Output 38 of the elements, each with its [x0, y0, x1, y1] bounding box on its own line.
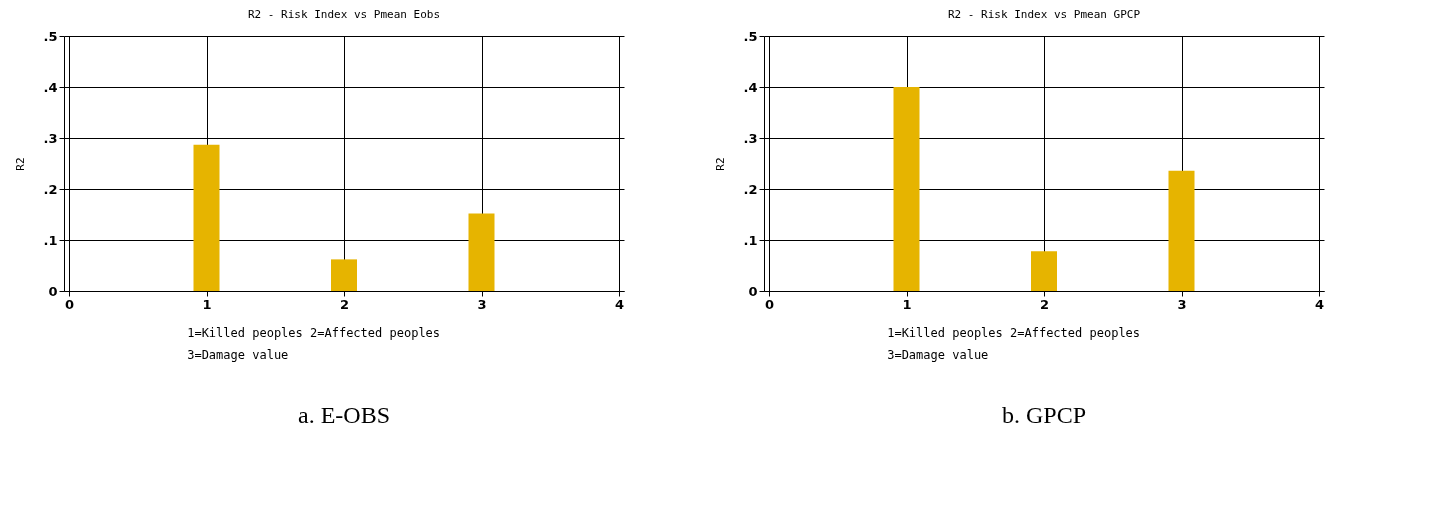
- x-tick-label: 3: [477, 296, 487, 312]
- y-tick-label: .2: [43, 181, 58, 197]
- y-tick-label: .3: [743, 130, 758, 146]
- bar: [193, 144, 220, 291]
- bar: [331, 259, 357, 291]
- x-tick-label: 3: [1177, 296, 1187, 312]
- text: 1=Killed peoples 2=Affected peoples: [187, 326, 441, 340]
- y-tick-label: .2: [743, 181, 758, 197]
- bar: [893, 87, 920, 291]
- y-axis-title: R2: [713, 157, 727, 171]
- text: 1=Killed peoples 2=Affected peoples: [887, 326, 1141, 340]
- x-tick-label: 4: [614, 296, 625, 312]
- y-tick-label: 0: [748, 283, 758, 299]
- y-axis-title: R2: [13, 157, 27, 171]
- y-tick-label: .1: [43, 232, 58, 248]
- x-tick-label: 2: [1039, 296, 1050, 312]
- y-tick-label: .4: [743, 79, 758, 95]
- x-tick-label: 4: [1314, 296, 1325, 312]
- bar: [1168, 170, 1195, 291]
- y-tick-label: 0: [48, 283, 58, 299]
- y-tick-label: .5: [743, 28, 758, 44]
- text: b. GPCP: [1001, 402, 1087, 428]
- x-tick-label: 1: [902, 296, 912, 312]
- bar: [1031, 251, 1057, 291]
- bar: [468, 213, 495, 291]
- text: 3=Damage value: [887, 348, 989, 362]
- chart-title: R2 - Risk Index vs Pmean GPCP: [947, 8, 1141, 21]
- y-tick-label: .5: [43, 28, 58, 44]
- x-tick-label: 2: [339, 296, 350, 312]
- x-tick-label: 1: [202, 296, 212, 312]
- text: 3=Damage value: [187, 348, 289, 362]
- x-tick-label: 0: [764, 296, 775, 312]
- x-tick-label: 0: [64, 296, 75, 312]
- y-tick-label: .3: [43, 130, 58, 146]
- y-tick-label: .1: [743, 232, 758, 248]
- chart-title: R2 - Risk Index vs Pmean Eobs: [247, 8, 441, 21]
- text: a. E-OBS: [298, 402, 390, 428]
- y-tick-label: .4: [43, 79, 58, 95]
